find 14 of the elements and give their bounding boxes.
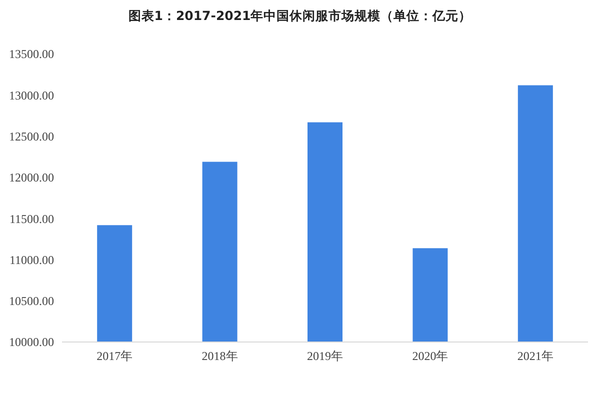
x-tick-label: 2020年 — [412, 349, 448, 363]
x-tick-label: 2018年 — [202, 349, 238, 363]
y-tick-label: 10500.00 — [9, 294, 54, 308]
y-tick-label: 13500.00 — [9, 47, 54, 62]
x-tick-label: 2021年 — [517, 349, 554, 363]
y-tick-label: 12500.00 — [9, 129, 54, 144]
x-tick-label: 2017年 — [96, 349, 133, 363]
chart-title: 图表1：2017-2021年中国休闲服市场规模（单位：亿元） — [128, 8, 472, 23]
y-tick-label: 11500.00 — [9, 212, 54, 226]
x-tick-label: 2019年 — [307, 349, 343, 363]
y-tick-label: 11000.00 — [9, 252, 54, 267]
y-tick-label: 13000.00 — [9, 88, 54, 102]
y-tick-label: 10000.00 — [9, 335, 54, 350]
y-tick-label: 12000.00 — [9, 170, 54, 185]
